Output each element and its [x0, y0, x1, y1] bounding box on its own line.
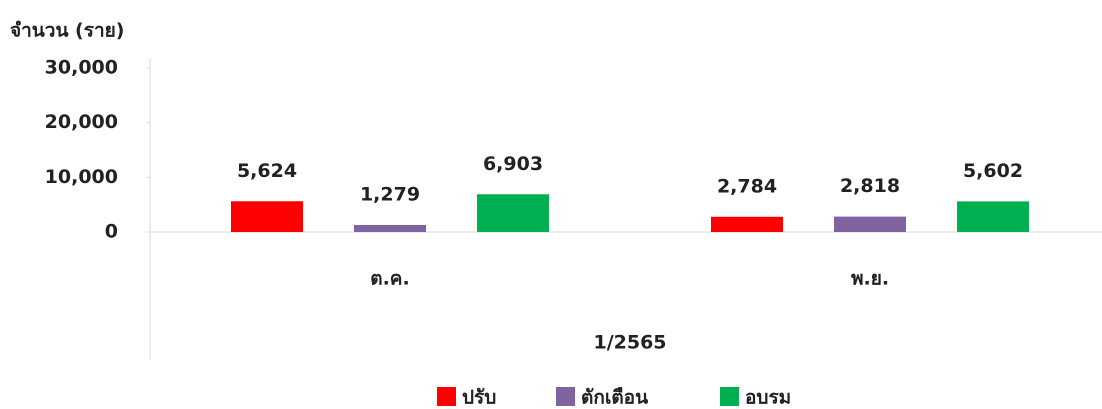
x-tick-label: พ.ย.: [851, 268, 889, 290]
y-tick-label: 10,000: [45, 166, 118, 188]
x-group-label: 1/2565: [593, 332, 666, 354]
data-label: 5,602: [963, 160, 1023, 182]
data-label: 1,279: [360, 184, 420, 206]
y-tick-label: 0: [105, 221, 118, 243]
legend-label: อบรม: [745, 387, 791, 409]
y-tick-label: 30,000: [45, 57, 118, 79]
data-label: 2,818: [840, 175, 900, 197]
y-axis-label: จำนวน (ราย): [10, 20, 124, 42]
data-label: 6,903: [483, 153, 543, 175]
bar: [354, 225, 426, 232]
x-tick-label: ต.ค.: [370, 268, 409, 290]
bar: [711, 216, 783, 232]
bar: [834, 216, 906, 232]
legend-swatch: [720, 387, 739, 406]
legend-label: ปรับ: [462, 387, 496, 409]
data-label: 5,624: [237, 160, 297, 182]
legend-swatch: [437, 387, 456, 406]
y-tick-label: 20,000: [45, 111, 118, 133]
bar: [231, 201, 303, 232]
bar: [477, 194, 549, 232]
data-label: 2,784: [717, 175, 777, 197]
bar: [957, 201, 1029, 232]
legend-swatch: [556, 387, 575, 406]
legend-label: ตักเตือน: [581, 387, 648, 409]
